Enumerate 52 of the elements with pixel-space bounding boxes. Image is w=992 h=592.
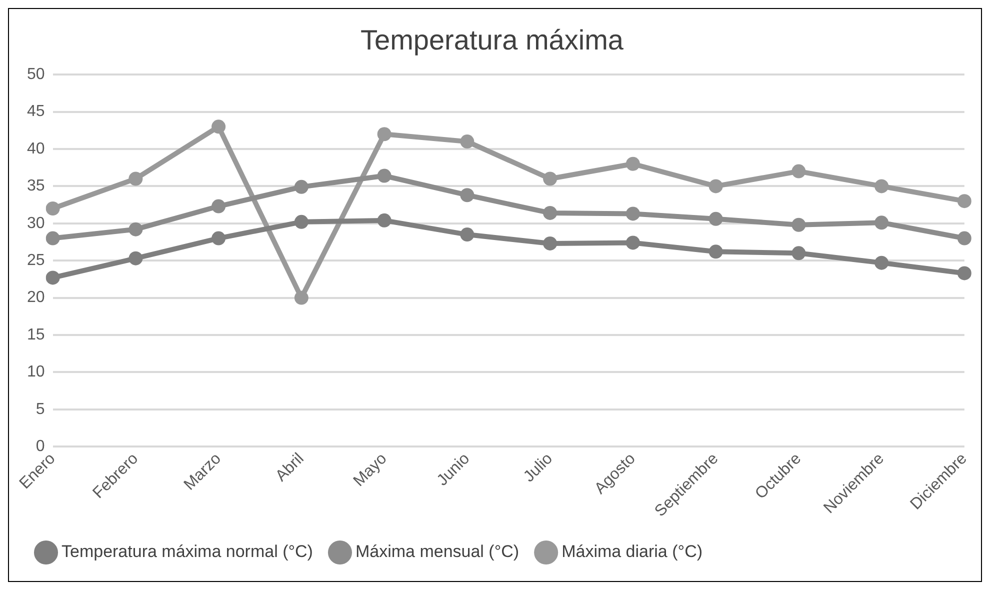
point: [46, 202, 60, 216]
x-tick-label: Julio: [520, 450, 556, 486]
point: [874, 256, 889, 270]
point: [626, 206, 640, 221]
point: [874, 216, 889, 230]
point: [128, 172, 143, 186]
y-tick-label: 10: [27, 364, 45, 381]
point: [626, 156, 640, 171]
y-tick-label: 30: [27, 214, 45, 232]
point: [792, 246, 806, 260]
y-tick-label: 35: [27, 178, 45, 195]
point: [212, 231, 226, 246]
point: [543, 206, 558, 220]
point: [46, 231, 60, 246]
point: [957, 266, 972, 280]
point: [874, 179, 889, 194]
y-tick-label: 40: [27, 140, 45, 158]
legend-label: Máxima mensual (°C): [355, 542, 520, 562]
y-tick-label: 15: [27, 326, 45, 344]
y-tick-label: 20: [27, 289, 45, 306]
point: [708, 244, 723, 259]
y-tick-label: 45: [27, 103, 45, 120]
point: [957, 194, 972, 208]
point: [377, 127, 392, 142]
point: [294, 214, 308, 229]
point: [460, 134, 474, 149]
point: [708, 212, 723, 226]
point: [128, 222, 143, 236]
point: [46, 270, 60, 285]
point: [543, 172, 558, 186]
point: [212, 199, 226, 214]
y-tick-label: 25: [27, 252, 45, 269]
point: [377, 213, 392, 228]
point: [294, 290, 308, 305]
y-tick-label: 50: [27, 66, 45, 84]
point: [212, 120, 226, 134]
point: [460, 228, 474, 242]
legend-label: Temperatura máxima normal (°C): [62, 542, 313, 562]
point: [957, 231, 972, 246]
chart-title: Temperatura máxima: [360, 24, 624, 56]
point: [294, 180, 308, 194]
y-tick-label: 0: [36, 438, 45, 455]
point: [792, 218, 806, 232]
point: [377, 168, 392, 183]
y-tick-label: 5: [36, 400, 45, 418]
point: [626, 236, 640, 250]
point: [128, 251, 143, 266]
point: [543, 236, 558, 250]
point: [708, 179, 723, 194]
legend-label: Máxima diaria (°C): [562, 542, 703, 562]
point: [792, 164, 806, 178]
point: [460, 188, 474, 202]
